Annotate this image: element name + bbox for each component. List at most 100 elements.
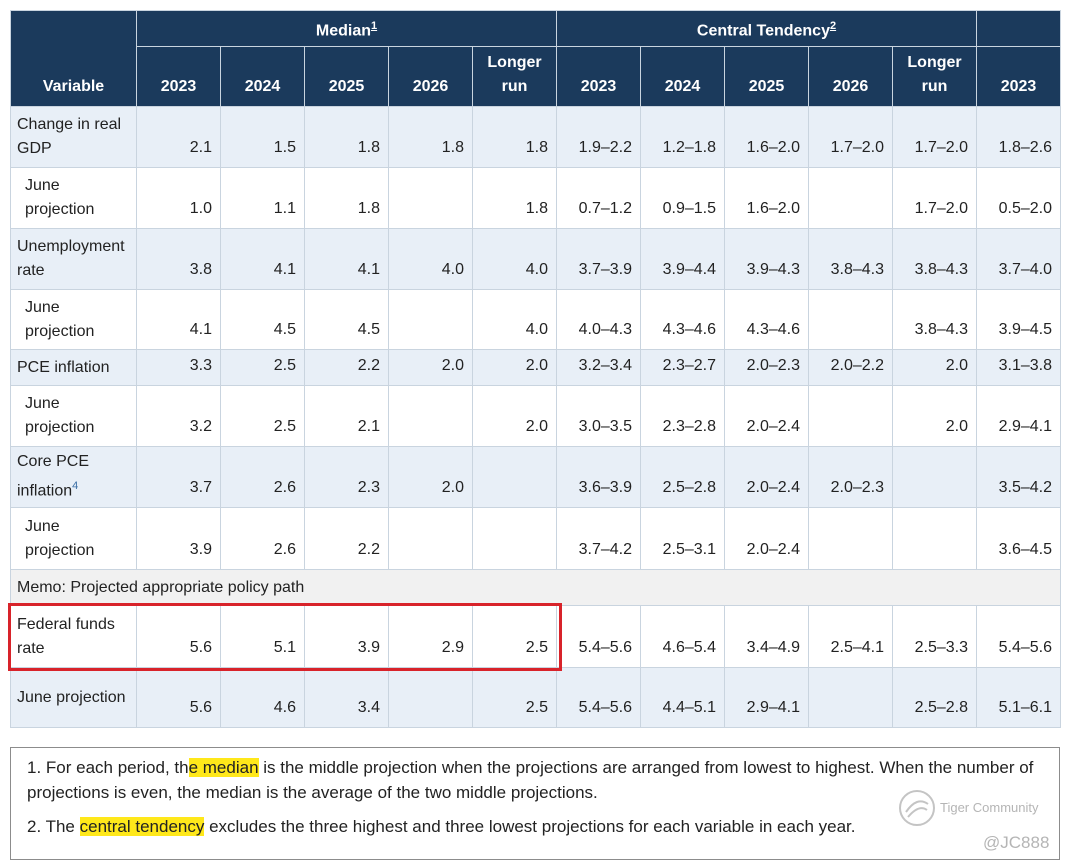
column-header: 2025 [304,46,389,107]
table-cell: 1.2–1.8 [640,106,726,168]
table-cell: 3.9–4.4 [640,228,726,290]
table-cell: 2.0 [471,349,558,386]
table-cell: 0.9–1.5 [640,167,726,229]
column-header: 2024 [220,46,305,107]
table-cell: 4.3–4.6 [640,289,726,350]
watermark-logo [899,790,935,826]
table-cell: 5.4–5.6 [556,605,642,668]
table-cell: 2.0 [892,385,978,447]
row-label-text: June projection [25,395,95,436]
row-label: Federal funds rate [10,605,137,668]
table-cell: 2.0–2.4 [724,446,810,508]
table-cell: 2.0–2.2 [808,349,894,386]
table-cell: 2.0–2.3 [808,446,894,508]
table-cell: 3.7–4.0 [976,228,1062,290]
table-cell: 2.5–2.8 [892,667,978,728]
table-cell: 1.9–2.2 [556,106,642,168]
table-cell: 3.4–4.9 [724,605,810,668]
footnote-link[interactable]: 4 [72,480,79,493]
table-cell: 1.1 [220,167,305,229]
table-cell: 3.1–3.8 [976,349,1062,386]
footnote-link[interactable]: 2 [829,19,837,32]
footnote-text: excludes the three highest and three low… [204,817,856,836]
table-cell: 5.4–5.6 [976,605,1062,668]
row-label-text: June projection [25,177,95,218]
footnote-text: 2. The [27,817,80,836]
table-cell: 3.8–4.3 [808,228,894,290]
table-cell: 3.3 [136,349,221,386]
table-cell: 4.1 [136,289,221,350]
table-cell: 3.7 [136,446,221,508]
row-label: June projection [10,289,137,350]
table-cell [808,167,894,229]
table-row: June projection 3.2 2.5 2.1 2.0 3.0–3.5 2.3–2.… [10,385,1062,447]
table-cell: 4.3–4.6 [724,289,810,350]
group-header: Median1 [135,10,558,47]
footnotes: 1. For each period, the median is the mi… [10,747,1060,860]
table-cell [388,507,473,570]
footnote-link[interactable]: 1 [371,19,378,32]
footnote: 1. For each period, the median is the mi… [27,755,1043,805]
table-cell: 2.0–2.4 [724,385,810,447]
table-cell: 4.0 [471,228,558,290]
table-cell: 1.0 [136,167,221,229]
table-cell: 3.7–3.9 [556,228,642,290]
table-cell: 2.2 [304,507,389,570]
table-cell: 5.4–5.6 [556,667,642,728]
table-cell: 2.1 [304,385,389,447]
group-header: Central Tendency2 [556,10,978,47]
table-cell: 2.9–4.1 [724,667,810,728]
group-label: Median [315,22,371,40]
watermark: Tiger Community @JC888 [895,788,1065,858]
table-cell: 2.6 [220,446,305,508]
table-cell: 3.5–4.2 [976,446,1062,508]
table-cell: 4.1 [304,228,389,290]
table-cell [388,667,473,728]
table-cell: 2.5–2.8 [640,446,726,508]
table-cell: 3.9–4.5 [976,289,1062,350]
column-header: Longer run [892,46,978,107]
table-row: June projection 1.0 1.1 1.8 1.8 0.7–1.2 0.9–1.… [10,167,1062,229]
group-header [976,10,1062,47]
table-cell [808,667,894,728]
table-cell [892,446,978,508]
table-cell [388,385,473,447]
table-cell: 3.0–3.5 [556,385,642,447]
row-label-text: Core PCE inflation [17,453,90,500]
row-label: June projection [10,507,137,570]
table-cell: 2.9–4.1 [976,385,1062,447]
table-cell: 0.7–1.2 [556,167,642,229]
table-cell: 2.5–3.3 [892,605,978,668]
table-cell: 1.6–2.0 [724,106,810,168]
watermark-user: @JC888 [983,833,1050,852]
row-label-text: June projection [17,688,126,706]
table-cell: 3.8–4.3 [892,228,978,290]
table-cell: 1.8 [471,167,558,229]
row-label: Change in real GDP [10,106,137,168]
memo-cell: Memo: Projected appropriate policy path [9,569,1062,606]
table-cell: 1.5 [220,106,305,168]
table-cell: 1.8–2.6 [976,106,1062,168]
highlight-box [8,603,562,671]
table-cell [892,507,978,570]
table-cell: 1.7–2.0 [808,106,894,168]
table-cell: 4.5 [220,289,305,350]
table-cell: 3.2–3.4 [556,349,642,386]
table-cell [388,289,473,350]
table-cell: 2.0 [388,446,473,508]
table-cell [808,385,894,447]
table-row: Federal funds rate 5.6 5.1 3.9 2.9 2.5 5.4–5.6… [10,605,1062,668]
watermark-brand: Tiger Community [940,800,1039,815]
column-header: 2023 [136,46,221,107]
table-cell: 2.3–2.7 [640,349,726,386]
header-row: 2023 2024 2025 2026 Longer run 2023 2024 2025 20… [11,46,1062,107]
table-row: June projection 5.6 4.6 3.4 2.5 5.4–5.6 4.4–5.… [10,667,1062,728]
table-cell: 4.0 [388,228,473,290]
table-cell: 3.9 [136,507,221,570]
row-label: June projection [10,167,137,229]
table-cell: 3.2 [136,385,221,447]
row-label: Unemployment rate [10,228,137,290]
header-cell: Variable [10,10,137,107]
projections-table: Variable Median1 Central Tendency2 2023 2024… [9,10,1062,728]
